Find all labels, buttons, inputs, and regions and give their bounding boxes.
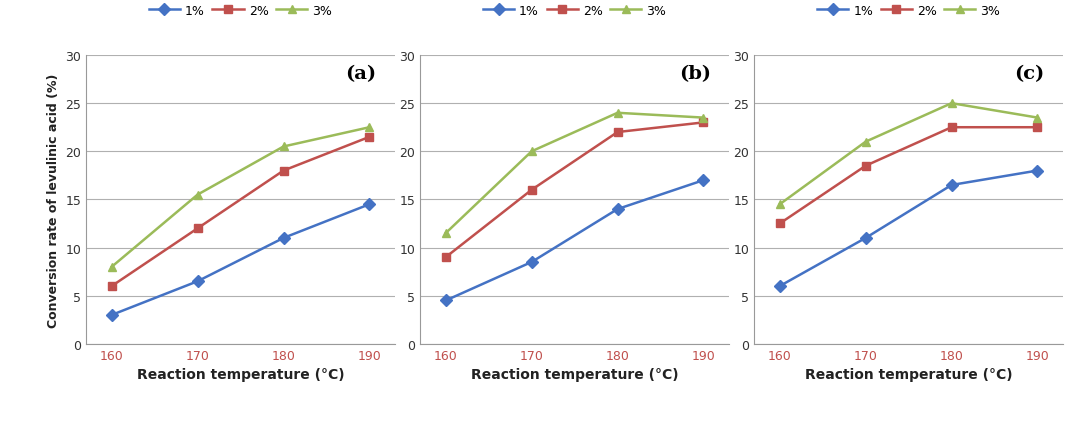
X-axis label: Reaction temperature (°C): Reaction temperature (°C) (804, 367, 1013, 381)
X-axis label: Reaction temperature (°C): Reaction temperature (°C) (470, 367, 679, 381)
Legend: 1%, 2%, 3%: 1%, 2%, 3% (817, 5, 1000, 18)
Legend: 1%, 2%, 3%: 1%, 2%, 3% (149, 5, 332, 18)
Legend: 1%, 2%, 3%: 1%, 2%, 3% (483, 5, 666, 18)
Y-axis label: Conversion rate of levulinic acid (%): Conversion rate of levulinic acid (%) (46, 73, 60, 327)
Text: (c): (c) (1015, 64, 1045, 83)
X-axis label: Reaction temperature (°C): Reaction temperature (°C) (136, 367, 345, 381)
Text: (a): (a) (346, 64, 377, 83)
Text: (b): (b) (679, 64, 711, 83)
